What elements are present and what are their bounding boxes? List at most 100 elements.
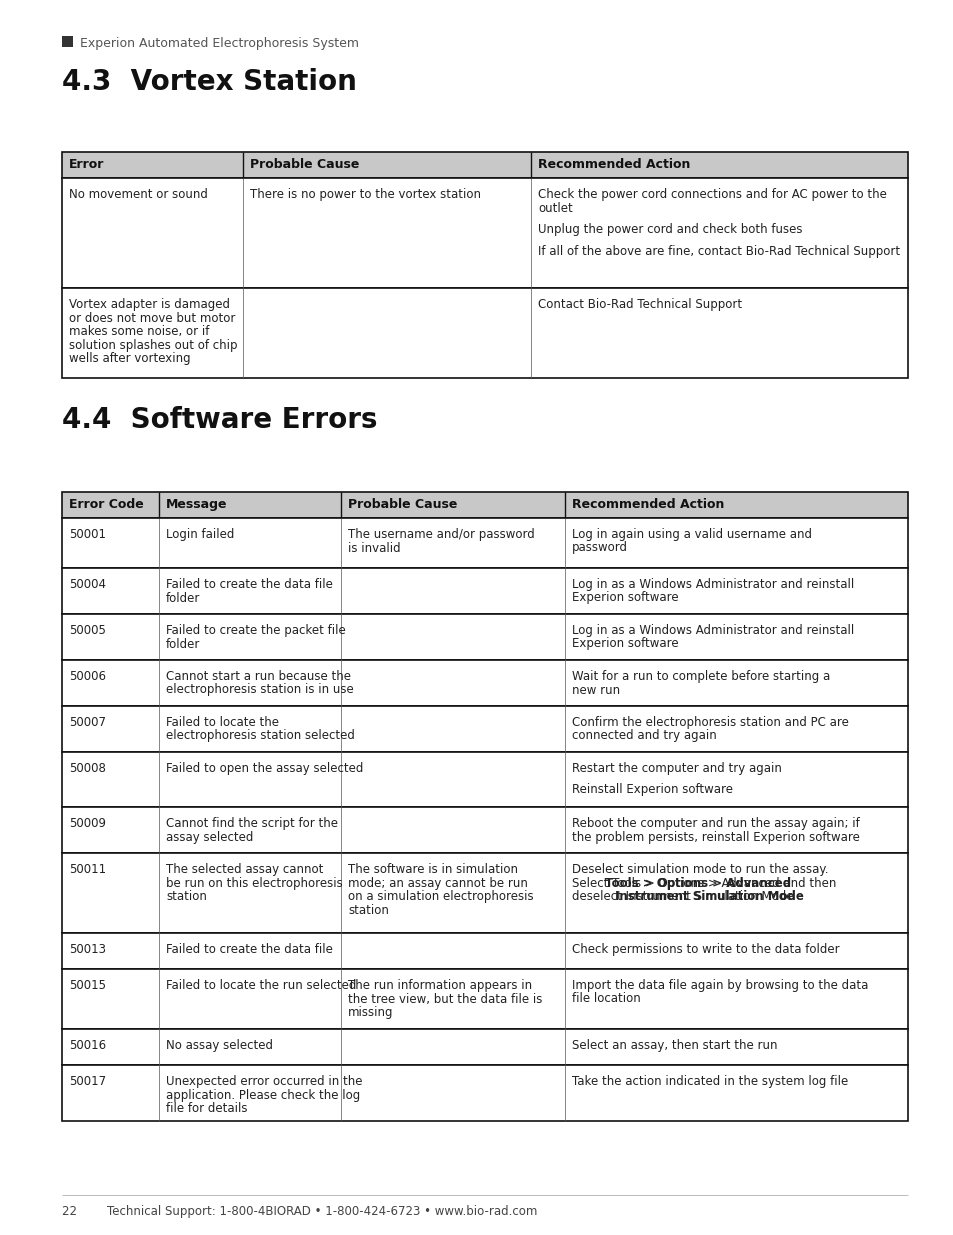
Text: Unexpected error occurred in the: Unexpected error occurred in the — [166, 1074, 362, 1088]
Text: Check the power cord connections and for AC power to the: Check the power cord connections and for… — [537, 188, 886, 201]
Text: Message: Message — [166, 498, 227, 511]
Text: 50001: 50001 — [69, 529, 106, 541]
Text: Failed to locate the: Failed to locate the — [166, 716, 278, 729]
Text: 50004: 50004 — [69, 578, 106, 592]
Text: Experion software: Experion software — [572, 637, 678, 651]
Bar — [62, 932, 907, 969]
Text: Vortex adapter is damaged: Vortex adapter is damaged — [69, 298, 230, 311]
Text: station: station — [348, 904, 389, 916]
Text: the problem persists, reinstall Experion software: the problem persists, reinstall Experion… — [572, 830, 859, 844]
Text: Recommended Action: Recommended Action — [537, 158, 690, 170]
Bar — [62, 806, 907, 853]
Text: Error: Error — [69, 158, 104, 170]
Text: No assay selected: No assay selected — [166, 1039, 273, 1052]
Text: Log in as a Windows Administrator and reinstall: Log in as a Windows Administrator and re… — [572, 624, 853, 637]
Text: the tree view, but the data file is: the tree view, but the data file is — [348, 993, 542, 1005]
Text: folder: folder — [166, 637, 200, 651]
Text: Cannot find the script for the: Cannot find the script for the — [166, 818, 337, 830]
Text: mode; an assay cannot be run: mode; an assay cannot be run — [348, 877, 527, 889]
Text: Instrument Simulation Mode: Instrument Simulation Mode — [614, 890, 802, 903]
Text: Probable Cause: Probable Cause — [348, 498, 456, 511]
Bar — [62, 152, 907, 178]
Bar — [62, 706, 907, 752]
Text: station: station — [166, 890, 207, 903]
Text: 50006: 50006 — [69, 671, 106, 683]
Text: is invalid: is invalid — [348, 541, 400, 555]
Text: Failed to open the assay selected: Failed to open the assay selected — [166, 762, 363, 776]
Bar — [62, 752, 907, 806]
Text: or does not move but motor: or does not move but motor — [69, 311, 235, 325]
Text: There is no power to the vortex station: There is no power to the vortex station — [250, 188, 480, 201]
Text: If all of the above are fine, contact Bio-Rad Technical Support: If all of the above are fine, contact Bi… — [537, 245, 900, 258]
Text: 50008: 50008 — [69, 762, 106, 776]
Text: be run on this electrophoresis: be run on this electrophoresis — [166, 877, 342, 889]
Text: on a simulation electrophoresis: on a simulation electrophoresis — [348, 890, 533, 903]
Bar — [62, 614, 907, 659]
Text: Experion Automated Electrophoresis System: Experion Automated Electrophoresis Syste… — [80, 37, 358, 49]
Text: Confirm the electrophoresis station and PC are: Confirm the electrophoresis station and … — [572, 716, 848, 729]
Bar — [62, 288, 907, 378]
Text: Log in again using a valid username and: Log in again using a valid username and — [572, 529, 811, 541]
Text: 50005: 50005 — [69, 624, 106, 637]
Bar — [62, 659, 907, 706]
Text: Reinstall Experion software: Reinstall Experion software — [572, 783, 732, 795]
Text: The username and/or password: The username and/or password — [348, 529, 535, 541]
Text: deselect Instrument Simulation Mode: deselect Instrument Simulation Mode — [572, 890, 793, 903]
Text: 50011: 50011 — [69, 863, 106, 876]
Bar — [62, 969, 907, 1029]
Bar — [62, 1029, 907, 1065]
Text: Deselect simulation mode to run the assay.: Deselect simulation mode to run the assa… — [572, 863, 827, 876]
Text: Select an assay, then start the run: Select an assay, then start the run — [572, 1039, 777, 1052]
Text: 50016: 50016 — [69, 1039, 106, 1052]
Text: application. Please check the log: application. Please check the log — [166, 1088, 360, 1102]
Text: folder: folder — [166, 592, 200, 604]
Text: 22        Technical Support: 1-800-4BIORAD • 1-800-424-6723 • www.bio-rad.com: 22 Technical Support: 1-800-4BIORAD • 1-… — [62, 1205, 537, 1218]
Text: Failed to locate the run selected: Failed to locate the run selected — [166, 979, 356, 992]
Text: solution splashes out of chip: solution splashes out of chip — [69, 338, 237, 352]
Text: electrophoresis station selected: electrophoresis station selected — [166, 730, 355, 742]
Text: Import the data file again by browsing to the data: Import the data file again by browsing t… — [572, 979, 867, 992]
Text: 50009: 50009 — [69, 818, 106, 830]
Text: Probable Cause: Probable Cause — [250, 158, 359, 170]
Text: 50015: 50015 — [69, 979, 106, 992]
Text: new run: new run — [572, 683, 619, 697]
Text: 4.4  Software Errors: 4.4 Software Errors — [62, 406, 377, 433]
Bar — [62, 492, 907, 517]
Text: Recommended Action: Recommended Action — [572, 498, 723, 511]
Text: Select Tools > Options > Advanced and then: Select Tools > Options > Advanced and th… — [572, 877, 836, 889]
Text: password: password — [572, 541, 627, 555]
Text: makes some noise, or if: makes some noise, or if — [69, 325, 209, 338]
Text: 50007: 50007 — [69, 716, 106, 729]
Text: 4.3  Vortex Station: 4.3 Vortex Station — [62, 68, 356, 96]
Text: Wait for a run to complete before starting a: Wait for a run to complete before starti… — [572, 671, 829, 683]
Text: wells after vortexing: wells after vortexing — [69, 352, 191, 366]
Text: Tools > Options > Advanced: Tools > Options > Advanced — [604, 877, 791, 889]
Text: The run information appears in: The run information appears in — [348, 979, 532, 992]
Bar — [62, 178, 907, 288]
Text: Error Code: Error Code — [69, 498, 144, 511]
Text: connected and try again: connected and try again — [572, 730, 716, 742]
Text: Cannot start a run because the: Cannot start a run because the — [166, 671, 351, 683]
Text: Take the action indicated in the system log file: Take the action indicated in the system … — [572, 1074, 847, 1088]
Text: electrophoresis station is in use: electrophoresis station is in use — [166, 683, 354, 697]
Bar — [62, 568, 907, 614]
Text: outlet: outlet — [537, 201, 572, 215]
Text: Failed to create the data file: Failed to create the data file — [166, 944, 333, 956]
Bar — [62, 853, 907, 932]
Text: missing: missing — [348, 1007, 393, 1019]
Text: Experion software: Experion software — [572, 592, 678, 604]
Text: Restart the computer and try again: Restart the computer and try again — [572, 762, 781, 776]
Text: Check permissions to write to the data folder: Check permissions to write to the data f… — [572, 944, 839, 956]
Text: Log in as a Windows Administrator and reinstall: Log in as a Windows Administrator and re… — [572, 578, 853, 592]
Text: Failed to create the packet file: Failed to create the packet file — [166, 624, 345, 637]
Text: The software is in simulation: The software is in simulation — [348, 863, 517, 876]
Text: file for details: file for details — [166, 1102, 247, 1115]
Text: 50013: 50013 — [69, 944, 106, 956]
Text: Contact Bio-Rad Technical Support: Contact Bio-Rad Technical Support — [537, 298, 741, 311]
Bar — [62, 517, 907, 568]
Bar — [62, 36, 73, 47]
Text: Unplug the power cord and check both fuses: Unplug the power cord and check both fus… — [537, 224, 801, 236]
Text: No movement or sound: No movement or sound — [69, 188, 208, 201]
Bar — [62, 1065, 907, 1121]
Text: file location: file location — [572, 993, 640, 1005]
